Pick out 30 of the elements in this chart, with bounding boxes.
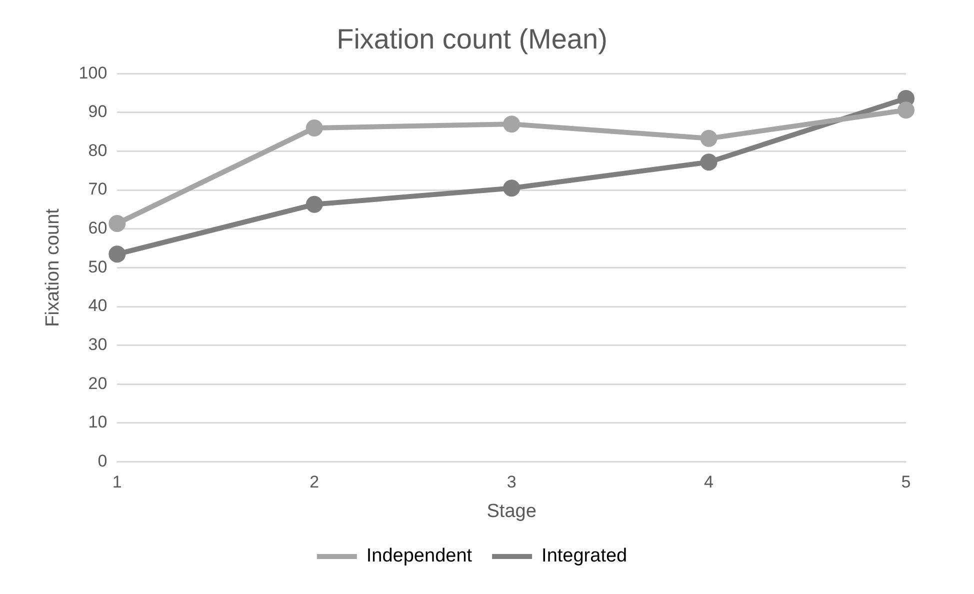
y-tick-label: 20 bbox=[88, 374, 108, 393]
y-tick-label: 80 bbox=[88, 140, 108, 160]
point bbox=[898, 102, 914, 119]
x-tick-label: 3 bbox=[506, 472, 516, 492]
point bbox=[503, 180, 520, 197]
point bbox=[108, 214, 126, 232]
legend-label: Integrated bbox=[542, 546, 628, 567]
chart-title: Fixation count (Mean) bbox=[336, 24, 608, 55]
point bbox=[108, 246, 126, 263]
x-tick-label: 4 bbox=[704, 472, 714, 492]
y-tick-label: 90 bbox=[88, 102, 108, 122]
point bbox=[306, 119, 323, 136]
x-tick-label: 1 bbox=[112, 472, 122, 492]
y-tick-label: 70 bbox=[88, 180, 108, 199]
x-tick-label: 5 bbox=[901, 472, 911, 492]
point bbox=[700, 154, 718, 171]
point bbox=[700, 130, 718, 147]
legend-label: Independent bbox=[366, 546, 473, 567]
point bbox=[503, 116, 520, 133]
y-axis-title: Fixation count bbox=[42, 208, 64, 327]
point bbox=[306, 196, 323, 213]
y-tick-label: 40 bbox=[88, 296, 108, 316]
x-tick-label: 2 bbox=[310, 472, 320, 492]
y-tick-label: 100 bbox=[78, 63, 108, 82]
x-axis-title: Stage bbox=[486, 500, 536, 522]
y-tick-label: 50 bbox=[88, 257, 108, 276]
y-tick-label: 30 bbox=[88, 335, 108, 354]
y-tick-label: 0 bbox=[98, 451, 108, 470]
y-tick-label: 60 bbox=[88, 218, 108, 238]
y-tick-label: 10 bbox=[88, 412, 108, 432]
